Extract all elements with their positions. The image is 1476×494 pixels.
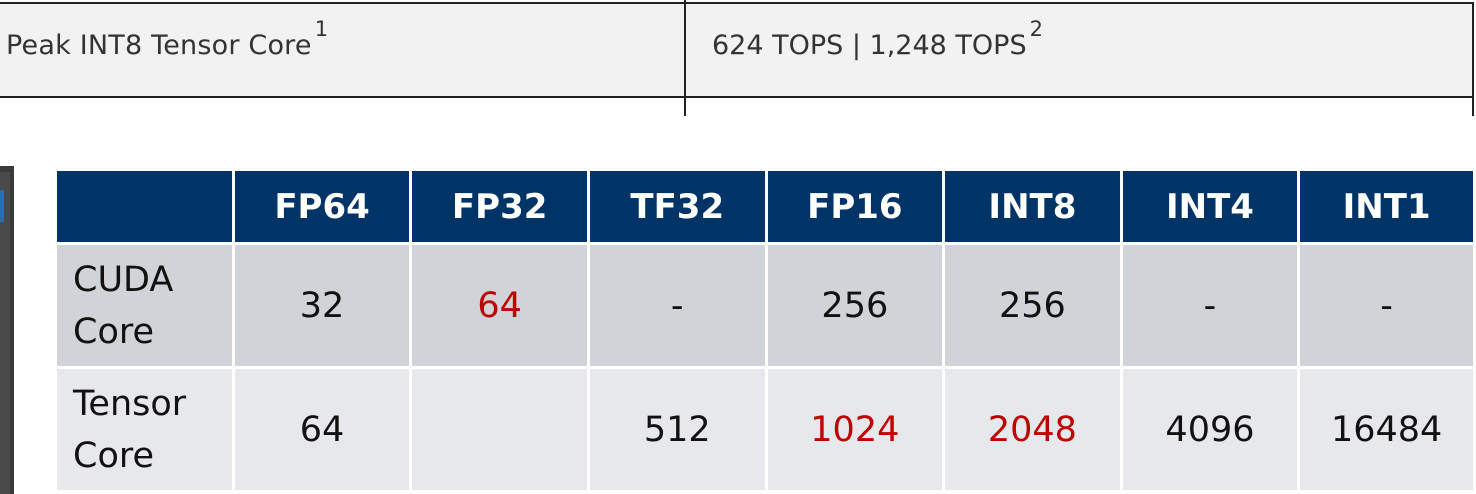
header-cell-int4: INT4 [1119,168,1301,245]
header-cell-fp16: FP16 [764,168,946,245]
header-cell-int8: INT8 [942,168,1123,245]
spec-value-text: 624 TOPS | 1,248 TOPS [712,30,1027,61]
cell-tensor-fp64: 64 [231,366,413,493]
header-cell-empty [54,168,235,245]
cell-cuda-int4: - [1119,242,1301,369]
row-head-line1: CUDA [73,259,174,300]
ops-table: FP64 FP32 TF32 FP16 INT8 INT4 INT1 CUDA … [54,168,1476,493]
table-row-tensor-core: Tensor Core 64 512 1024 2048 4096 16484 [54,366,1476,493]
row-head-line1: Tensor [73,383,187,424]
cell-tensor-int4: 4096 [1119,366,1301,493]
cell-cuda-fp16: 256 [764,242,946,369]
cell-tensor-tf32: 512 [586,366,768,493]
spec-label-footnote: 1 [314,17,329,41]
header-cell-fp32: FP32 [409,168,590,245]
spec-row [0,2,1474,98]
spec-label: Peak INT8 Tensor Core1 [6,17,328,61]
row-head-line2: Core [73,311,155,352]
spec-column-divider [684,0,686,116]
cell-cuda-int8: 256 [942,242,1123,369]
cell-cuda-tf32: - [586,242,768,369]
cell-cuda-int1: - [1297,242,1476,369]
row-head-tensor-core: Tensor Core [54,366,235,493]
spec-right-edge [1472,96,1474,116]
cell-tensor-int8: 2048 [942,366,1123,493]
header-cell-fp64: FP64 [231,168,413,245]
row-head-cuda-core: CUDA Core [54,242,235,369]
header-cell-tf32: TF32 [586,168,768,245]
cell-tensor-fp32 [409,366,590,493]
left-panel-fragment-mark [0,190,4,222]
spec-table-strip: Peak INT8 Tensor Core1 624 TOPS | 1,248 … [0,0,1476,116]
cell-tensor-int1: 16484 [1297,366,1476,493]
cell-cuda-fp32: 64 [409,242,590,369]
table-row-cuda-core: CUDA Core 32 64 - 256 256 - - [54,242,1476,369]
spec-label-text: Peak INT8 Tensor Core [6,30,312,61]
spec-value: 624 TOPS | 1,248 TOPS2 [712,17,1043,61]
row-head-line2: Core [73,435,155,476]
header-cell-int1: INT1 [1297,168,1476,245]
cell-cuda-fp64: 32 [231,242,413,369]
left-panel-fragment-inner [0,172,10,494]
spec-value-footnote: 2 [1029,17,1043,41]
cell-tensor-fp16: 1024 [764,366,946,493]
ops-table-header-row: FP64 FP32 TF32 FP16 INT8 INT4 INT1 [54,168,1476,245]
